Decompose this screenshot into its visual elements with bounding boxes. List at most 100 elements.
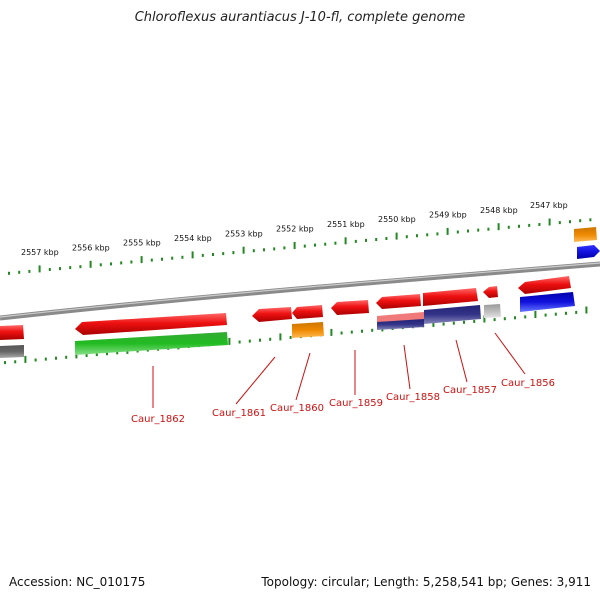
major-tick <box>38 265 41 273</box>
feature-left-edge-grey <box>0 345 24 358</box>
minor-tick <box>14 360 17 364</box>
minor-tick <box>340 331 343 335</box>
minor-tick <box>334 241 337 245</box>
minor-tick <box>201 253 204 257</box>
minor-tick <box>452 321 455 325</box>
minor-tick <box>569 220 571 224</box>
minor-tick <box>238 340 241 344</box>
minor-tick <box>589 218 592 222</box>
minor-tick <box>324 242 327 246</box>
callout-line <box>494 332 526 375</box>
gene-features <box>0 227 600 358</box>
minor-tick <box>405 235 408 239</box>
feature-left-edge-red <box>0 325 24 340</box>
minor-tick <box>477 228 480 232</box>
feature-red-small <box>483 286 498 298</box>
scale-label: 2554 kbp <box>174 234 212 243</box>
minor-tick <box>463 320 465 324</box>
scale-label: 2550 kbp <box>378 215 416 224</box>
minor-tick <box>44 357 47 361</box>
minor-tick <box>289 336 292 339</box>
gene-label: Caur_1856 <box>501 378 555 389</box>
minor-tick <box>493 318 496 322</box>
gene-label: Caur_1860 <box>270 403 324 414</box>
minor-tick <box>106 352 108 356</box>
feature-caur-1861 <box>252 307 292 322</box>
minor-tick <box>456 230 459 234</box>
callout-line <box>455 339 468 383</box>
minor-tick <box>161 257 163 261</box>
minor-tick <box>273 247 276 251</box>
minor-tick <box>314 243 316 247</box>
feature-navy-1858 <box>377 319 424 330</box>
feature-caur-1858 <box>376 294 421 309</box>
minor-tick <box>69 266 72 270</box>
minor-tick <box>558 221 561 225</box>
minor-tick <box>371 328 374 332</box>
major-tick <box>432 319 435 327</box>
minor-tick <box>579 219 582 223</box>
callout-line <box>403 344 411 390</box>
minor-tick <box>283 246 286 250</box>
scale-label: 2549 kbp <box>429 211 467 220</box>
scale-label: 2556 kbp <box>72 243 110 252</box>
minor-tick <box>303 244 306 248</box>
genome-backbone-highlight <box>0 262 600 318</box>
major-tick <box>279 333 282 341</box>
minor-tick <box>55 356 57 360</box>
minor-tick <box>136 349 139 353</box>
minor-tick <box>110 262 112 266</box>
callout-line <box>235 356 276 405</box>
feature-caur-1856 <box>518 276 571 294</box>
minor-tick <box>18 270 21 274</box>
minor-tick <box>99 263 102 267</box>
feature-caur-1857 <box>423 288 478 306</box>
minor-tick <box>426 233 429 237</box>
minor-tick <box>385 237 388 240</box>
minor-tick <box>375 238 378 241</box>
gene-label: Caur_1859 <box>329 398 383 409</box>
minor-tick <box>528 223 531 227</box>
gene-label: Caur_1862 <box>131 414 185 425</box>
topology-text: Topology: circular; Length: 5,258,541 bp… <box>261 575 591 589</box>
feature-orange-1860 <box>292 322 324 338</box>
scale-label: 2548 kbp <box>480 206 518 215</box>
major-tick <box>483 315 486 323</box>
minor-tick <box>473 319 476 323</box>
feature-navy-1857 <box>424 305 481 324</box>
major-tick <box>344 237 347 245</box>
feature-blue-top <box>577 245 600 259</box>
scale-label: 2557 kbp <box>21 248 59 257</box>
gene-label: Caur_1857 <box>443 385 497 396</box>
minor-tick <box>503 317 506 321</box>
minor-tick <box>59 267 61 271</box>
major-tick <box>140 256 143 264</box>
major-tick <box>497 223 500 231</box>
feature-caur-1860 <box>292 305 323 319</box>
minor-tick <box>248 339 251 343</box>
feature-orange-top <box>574 227 597 242</box>
minor-tick <box>95 353 98 357</box>
major-tick <box>89 260 92 268</box>
minor-tick <box>524 315 527 319</box>
minor-tick <box>544 313 547 317</box>
minor-tick <box>361 329 363 333</box>
major-tick <box>585 306 588 314</box>
minor-tick <box>79 265 82 269</box>
minor-tick <box>212 253 214 256</box>
minor-tick <box>116 351 119 355</box>
minor-tick <box>554 312 557 316</box>
minor-tick <box>34 358 37 362</box>
minor-tick <box>442 322 445 326</box>
feature-caur-1862-green <box>75 332 228 355</box>
minor-tick <box>507 225 510 229</box>
major-tick <box>330 328 333 336</box>
minor-tick <box>85 354 88 357</box>
major-tick <box>293 242 296 249</box>
minor-tick <box>65 355 68 359</box>
minor-tick <box>48 268 51 271</box>
major-tick <box>24 355 27 363</box>
minor-tick <box>518 224 520 228</box>
